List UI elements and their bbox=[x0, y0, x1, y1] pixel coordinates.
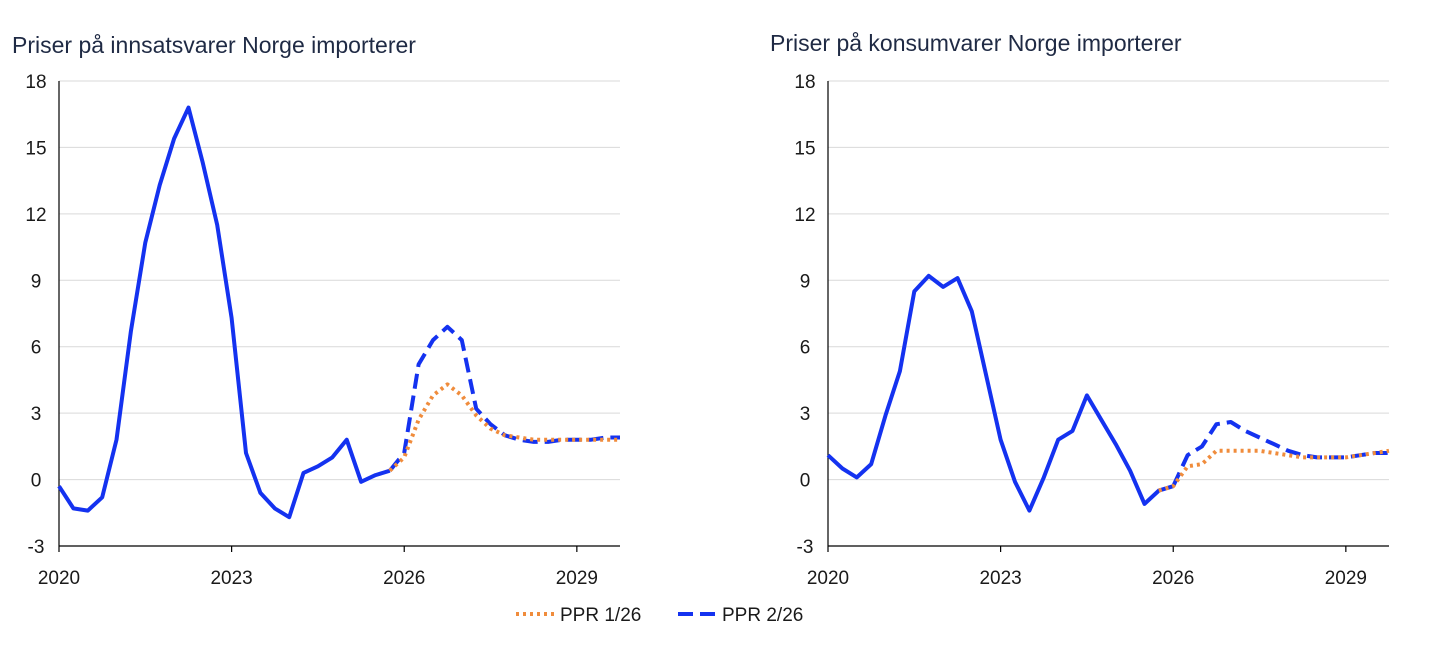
series-line-dotted bbox=[388, 382, 620, 473]
chart-title: Priser på innsatsvarer Norge importerer bbox=[12, 32, 416, 58]
y-tick-label: 0 bbox=[800, 471, 811, 492]
x-tick-label: 2023 bbox=[210, 568, 252, 589]
chart-panel-innsatsvarer: Priser på innsatsvarer Norge importerer … bbox=[12, 32, 620, 589]
series-line-dashed bbox=[388, 324, 620, 472]
x-tick-label: 2029 bbox=[1325, 568, 1367, 589]
x-tick-label: 2029 bbox=[556, 568, 598, 589]
x-tick-label: 2020 bbox=[807, 568, 849, 589]
y-tick-label: 6 bbox=[800, 338, 811, 359]
y-tick-label: 6 bbox=[31, 338, 42, 359]
y-tick-label: 18 bbox=[25, 72, 46, 93]
series-line-dashed bbox=[1171, 420, 1389, 488]
x-tick-label: 2026 bbox=[383, 568, 425, 589]
series-line-solid bbox=[57, 105, 391, 520]
y-tick-label: 3 bbox=[800, 404, 811, 425]
y-tick-label: 15 bbox=[794, 138, 815, 159]
legend-label: PPR 1/26 bbox=[560, 605, 641, 626]
chart-title: Priser på konsumvarer Norge importerer bbox=[770, 30, 1182, 56]
x-tick-label: 2020 bbox=[38, 568, 80, 589]
y-tick-label: 9 bbox=[800, 271, 811, 292]
chart-panel-konsumvarer: Priser på konsumvarer Norge importerer 1… bbox=[770, 30, 1390, 589]
y-tick-label: 0 bbox=[31, 471, 42, 492]
y-tick-label: 12 bbox=[794, 205, 815, 226]
legend: PPR 1/26 PPR 2/26 bbox=[516, 605, 803, 626]
series-line-solid bbox=[826, 273, 1174, 513]
x-tick-label: 2023 bbox=[979, 568, 1021, 589]
y-tick-label: 18 bbox=[794, 72, 815, 93]
y-tick-label: 12 bbox=[25, 205, 46, 226]
legend-label: PPR 2/26 bbox=[722, 605, 803, 626]
y-tick-label: 15 bbox=[25, 138, 46, 159]
y-tick-label: -3 bbox=[28, 537, 45, 558]
x-tick-label: 2026 bbox=[1152, 568, 1194, 589]
series-line-dotted bbox=[1158, 448, 1390, 493]
y-tick-label: -3 bbox=[797, 537, 814, 558]
y-tick-label: 9 bbox=[31, 271, 42, 292]
y-tick-label: 3 bbox=[31, 404, 42, 425]
